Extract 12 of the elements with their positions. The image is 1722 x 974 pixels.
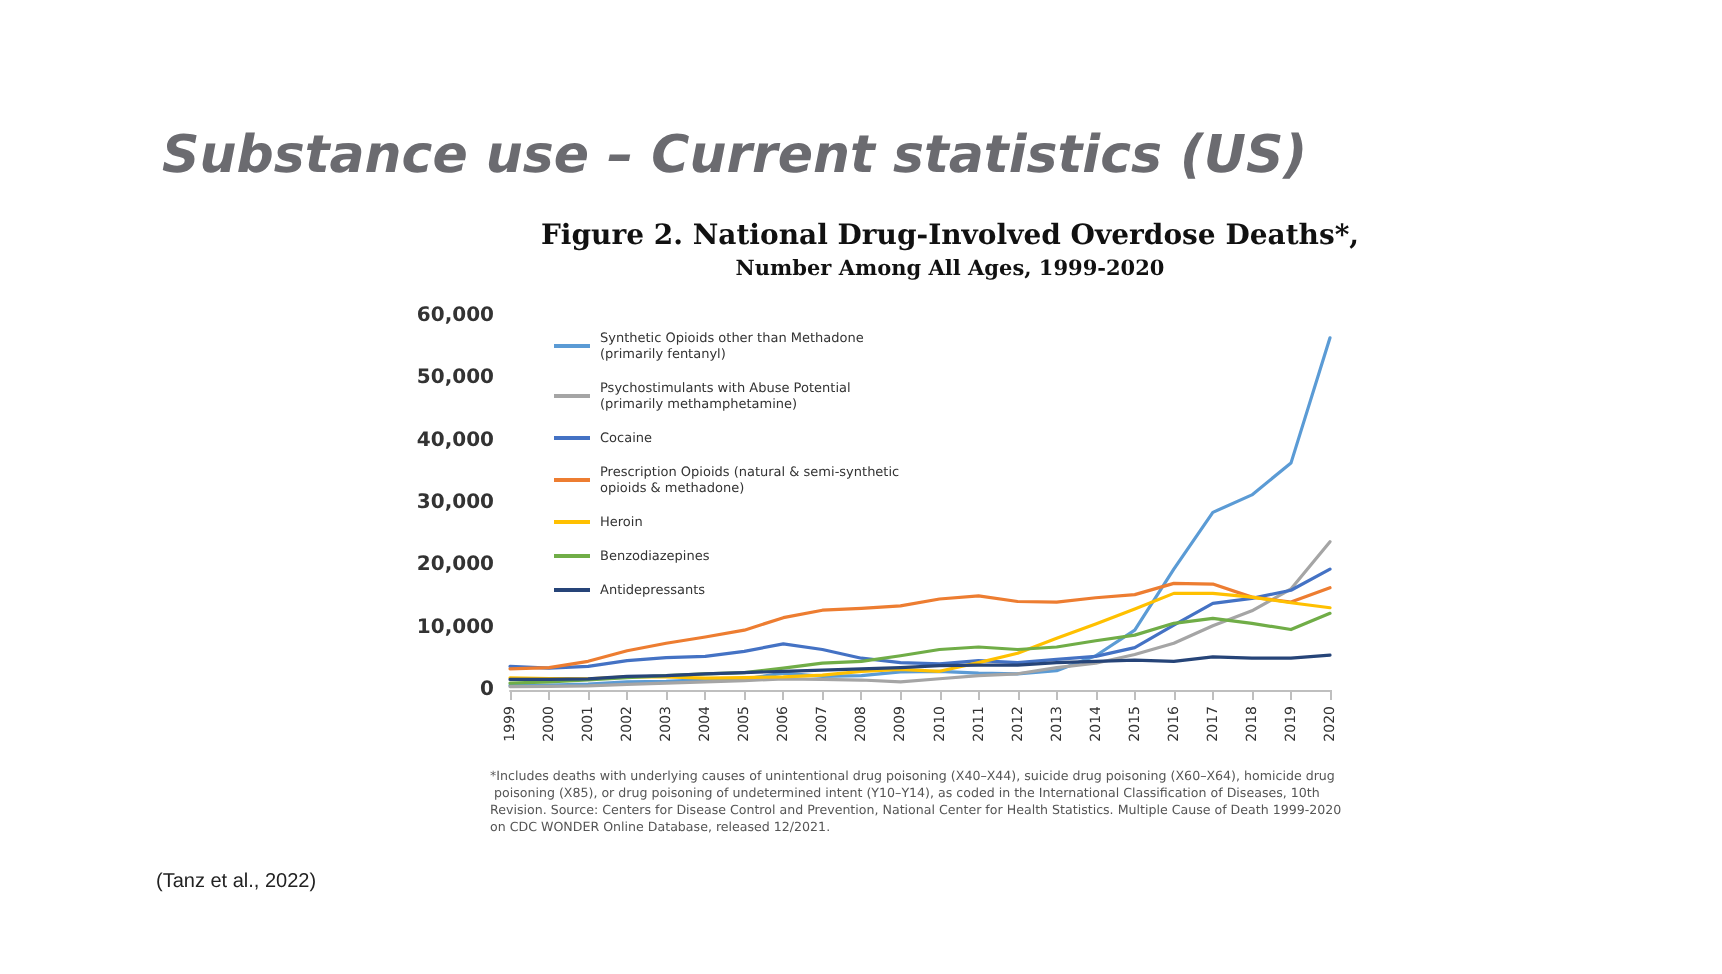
y-tick-label: 20,000 <box>416 554 495 577</box>
y-tick-label: 10,000 <box>416 616 495 639</box>
y-tick-label: 60,000 <box>416 305 495 327</box>
y-tick-label: 40,000 <box>416 429 495 452</box>
y-tick-label: 50,000 <box>416 367 495 390</box>
line-series <box>508 611 1332 685</box>
chart-subtitle: Figure 2. National Drug-Involved Overdose Deaths*, Number Among All Ages, 1999-2020 <box>540 220 1360 281</box>
text: (Tanz et al., 2022) <box>156 871 317 893</box>
chart-title: Substance use – Current statistics (US) <box>162 126 1308 186</box>
y-tick-label: 0 <box>480 679 495 701</box>
y-tick-label: 30,000 <box>416 492 495 514</box>
line-series <box>508 653 1332 681</box>
